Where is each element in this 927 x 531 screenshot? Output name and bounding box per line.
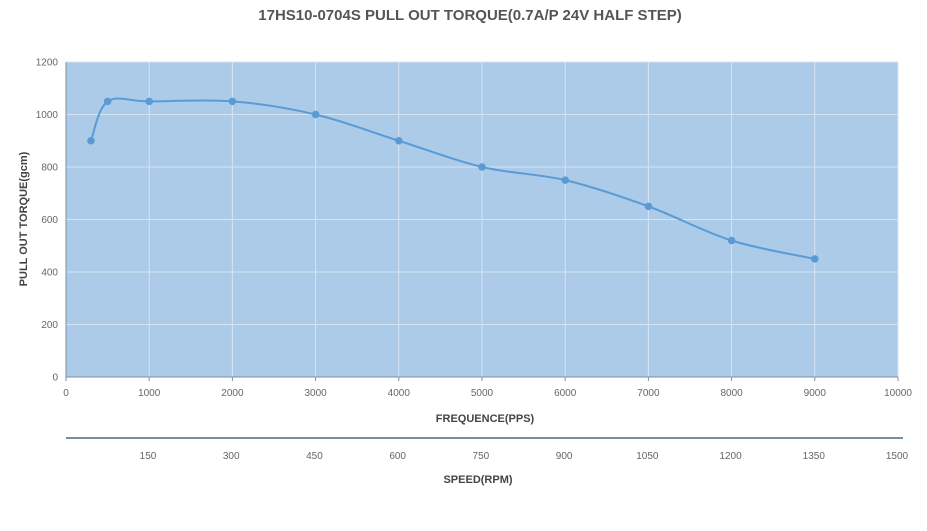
x-tick-label: 7000 [637,388,660,399]
x-tick-label: 6000 [554,388,577,399]
y-tick-label: 600 [41,215,58,226]
secondary-x-tick-label: 900 [556,451,573,462]
data-point [103,97,112,106]
x-tick-label: 0 [63,388,69,399]
data-point [87,136,95,145]
secondary-x-tick-label: 600 [389,451,406,462]
data-points [87,97,819,263]
y-axis-title: PULL OUT TORQUE(gcm) [18,151,30,286]
data-point [228,97,237,106]
x-axis-title: FREQUENCE(PPS) [436,413,535,425]
chart-title: 17HS10-0704S PULL OUT TORQUE(0.7A/P 24V … [258,7,681,24]
x-tick-label: 10000 [884,388,912,399]
secondary-x-tick-label: 450 [306,451,323,462]
x-tick-label: 2000 [221,388,244,399]
x-axis-ticks: 0 1000 2000 3000 4000 5000 6000 7000 8000 9000 100… [63,377,912,399]
x-tick-label: 1000 [138,388,161,399]
x-tick-label: 4000 [388,388,411,399]
secondary-x-tick-label: 1200 [719,451,742,462]
secondary-x-tick-label: 1350 [803,451,826,462]
secondary-x-tick-label: 300 [223,451,240,462]
y-tick-label: 0 [52,373,58,384]
secondary-x-tick-label: 150 [140,451,157,462]
y-tick-label: 200 [41,320,58,331]
data-point [727,236,736,245]
x-tick-label: 3000 [304,388,327,399]
y-tick-label: 800 [41,163,58,174]
data-point [145,97,153,106]
secondary-x-tick-label: 1050 [636,451,659,462]
secondary-x-axis-ticks: 150 300 450 600 750 900 1050 1200 1350 1500 [140,451,909,462]
data-point [561,176,569,184]
y-tick-label: 400 [41,268,58,279]
data-point [811,255,819,263]
secondary-x-axis-title: SPEED(RPM) [443,474,512,486]
secondary-x-tick-label: 1500 [886,451,909,462]
x-tick-label: 5000 [471,388,494,399]
y-tick-label: 1200 [36,58,59,69]
secondary-x-tick-label: 750 [473,451,490,462]
x-tick-label: 8000 [720,388,743,399]
data-point [478,163,486,171]
data-point [395,136,403,145]
data-point [311,110,320,119]
data-point [644,202,653,211]
y-tick-label: 1000 [36,110,59,121]
x-tick-label: 9000 [804,388,827,399]
y-axis-ticks: 0 200 400 600 800 1000 1200 [36,58,59,384]
